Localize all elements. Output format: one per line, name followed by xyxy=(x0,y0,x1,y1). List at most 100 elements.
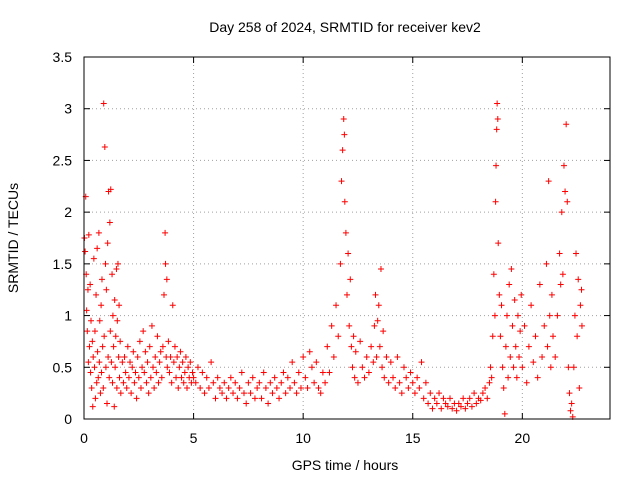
data-point xyxy=(192,379,199,386)
data-point xyxy=(232,379,239,386)
data-point xyxy=(508,266,515,273)
data-point xyxy=(507,353,514,360)
y-tick-labels: 0 0.5 1 1.5 2 2.5 3 3.5 xyxy=(53,49,73,427)
data-point xyxy=(106,374,113,381)
data-point xyxy=(471,390,478,397)
data-point xyxy=(499,364,506,371)
data-point xyxy=(373,353,380,360)
data-point xyxy=(374,317,381,324)
y-tick-label: 0 xyxy=(64,411,72,427)
data-point xyxy=(425,400,432,407)
data-point xyxy=(212,395,219,402)
data-point xyxy=(140,328,147,335)
data-point xyxy=(344,291,350,298)
data-point xyxy=(348,343,355,350)
data-point xyxy=(145,390,152,397)
x-tick-label: 0 xyxy=(80,430,88,446)
data-point xyxy=(361,374,368,381)
data-point xyxy=(258,395,265,402)
data-point xyxy=(407,369,414,376)
data-point xyxy=(392,384,399,391)
data-point xyxy=(116,302,123,309)
data-point xyxy=(295,369,302,376)
y-tick-label: 1.5 xyxy=(53,256,73,272)
data-point xyxy=(85,231,92,238)
data-point xyxy=(98,302,105,309)
data-point xyxy=(494,100,501,107)
data-point xyxy=(249,374,256,381)
data-point xyxy=(91,364,98,371)
data-point xyxy=(368,343,375,350)
data-point xyxy=(148,322,155,329)
data-point xyxy=(345,250,352,257)
data-point xyxy=(144,359,151,366)
data-point xyxy=(547,364,554,371)
data-point xyxy=(398,390,405,397)
data-point xyxy=(146,343,153,350)
data-point xyxy=(357,338,364,345)
data-point xyxy=(578,322,585,329)
data-point xyxy=(304,384,311,391)
x-axis-label: GPS time / hours xyxy=(292,457,399,473)
data-point xyxy=(101,143,108,150)
data-point xyxy=(330,353,337,360)
data-point xyxy=(497,333,504,340)
data-point xyxy=(112,333,119,340)
data-point xyxy=(166,369,173,376)
x-tick-labels: 0 5 10 15 20 xyxy=(80,430,530,446)
data-point xyxy=(328,322,335,329)
data-point xyxy=(262,384,269,391)
data-point xyxy=(180,379,187,386)
data-point xyxy=(554,312,561,319)
data-point xyxy=(111,403,118,410)
data-point xyxy=(111,297,118,304)
data-point xyxy=(106,219,113,226)
data-point xyxy=(381,374,388,381)
data-point xyxy=(269,390,276,397)
data-point xyxy=(462,405,469,412)
data-point xyxy=(552,353,559,360)
data-point xyxy=(147,374,154,381)
data-point xyxy=(99,343,106,350)
data-point xyxy=(514,312,521,319)
data-point xyxy=(302,374,309,381)
data-point xyxy=(84,328,91,335)
data-point xyxy=(110,343,117,350)
data-point xyxy=(109,271,116,278)
data-point xyxy=(573,250,580,257)
data-point xyxy=(187,359,194,366)
data-point xyxy=(174,353,181,360)
data-point xyxy=(265,400,272,407)
data-point xyxy=(88,384,95,391)
data-point xyxy=(556,250,563,257)
data-point xyxy=(153,369,160,376)
data-point xyxy=(539,353,546,360)
data-point xyxy=(513,374,520,381)
data-point xyxy=(414,374,421,381)
data-point xyxy=(162,229,169,236)
data-point xyxy=(557,281,564,288)
data-point xyxy=(128,390,135,397)
data-point xyxy=(379,364,386,371)
data-point xyxy=(376,343,383,350)
grid-lines xyxy=(84,57,610,419)
data-point xyxy=(335,333,342,340)
data-point xyxy=(254,384,261,391)
data-point xyxy=(112,364,119,371)
data-point xyxy=(96,317,103,324)
y-axis-label: SRMTID / TECUs xyxy=(5,183,21,293)
data-point xyxy=(484,395,491,402)
data-point xyxy=(122,369,129,376)
data-point xyxy=(409,379,416,386)
data-point xyxy=(100,100,107,107)
data-point xyxy=(523,379,530,386)
data-point xyxy=(565,364,572,371)
y-tick-label: 2 xyxy=(64,204,72,220)
data-point xyxy=(468,403,475,410)
data-point xyxy=(449,405,456,412)
data-point xyxy=(151,384,158,391)
data-point xyxy=(517,328,524,335)
data-point xyxy=(256,379,263,386)
data-point xyxy=(333,302,340,309)
data-point xyxy=(101,333,108,340)
